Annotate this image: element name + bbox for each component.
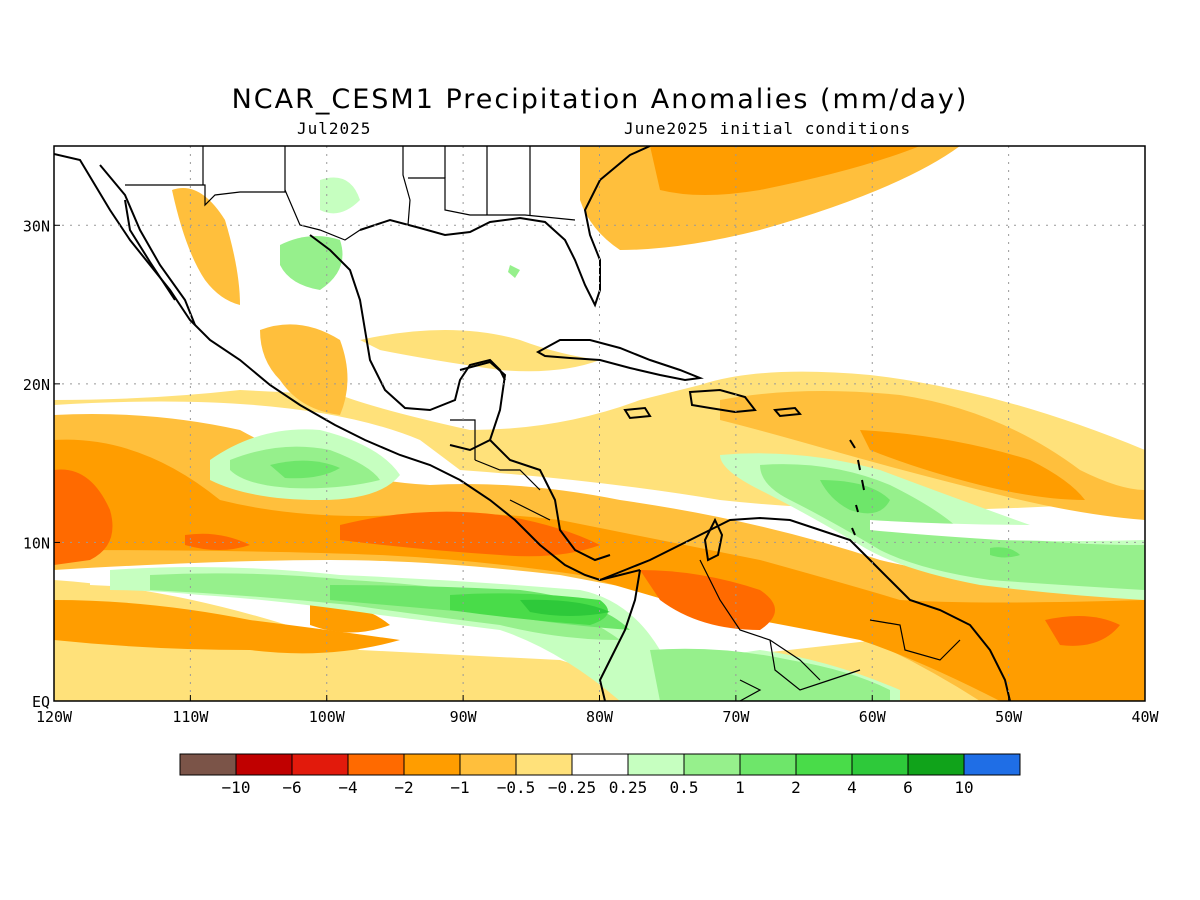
lon-tick-label: 40W [1131, 708, 1159, 726]
colorbar-swatch [907, 753, 965, 776]
colorbar-label: 4 [847, 778, 857, 797]
colorbar-swatch [739, 753, 797, 776]
colorbar-label: 6 [903, 778, 913, 797]
colorbar-swatch [851, 753, 909, 776]
precipitation-anomaly-field [54, 146, 1145, 701]
lon-tick-label: 120W [36, 708, 73, 726]
lon-tick-label: 100W [309, 708, 346, 726]
map-gridlines [54, 146, 1145, 701]
lon-tick-label: 90W [450, 708, 478, 726]
colorbar-swatch [347, 753, 405, 776]
longitude-ticks: 120W 110W 100W 90W 80W 70W 60W 50W 40W [36, 695, 1160, 726]
colorbar-swatch [515, 753, 573, 776]
colorbar-swatch [235, 753, 293, 776]
political-borders [125, 146, 961, 701]
colorbar-swatch [963, 753, 1021, 776]
colorbar-swatch [627, 753, 685, 776]
colorbar-swatch [403, 753, 461, 776]
colorbar-swatch [795, 753, 853, 776]
colorbar-swatch [459, 753, 517, 776]
colorbar-swatch [179, 753, 237, 776]
colorbar-swatch [683, 753, 741, 776]
forecast-month: Jul2025 [297, 119, 372, 138]
colorbar-swatch [291, 753, 349, 776]
latitude-ticks: EQ 10N 20N 30N [23, 217, 60, 711]
colorbar-label: 2 [791, 778, 801, 797]
colorbar-label: −4 [338, 778, 357, 797]
colorbar-label: −0.5 [497, 778, 536, 797]
chart-title: NCAR_CESM1 Precipitation Anomalies (mm/d… [231, 84, 969, 115]
lon-tick-label: 80W [586, 708, 614, 726]
colorbar-label: 1 [735, 778, 745, 797]
colorbar-label: 0.25 [609, 778, 648, 797]
lat-tick-label: 20N [23, 376, 50, 394]
colorbar-label: −10 [222, 778, 251, 797]
colorbar-label: −0.25 [548, 778, 596, 797]
initial-conditions-label: June2025 initial conditions [624, 119, 912, 138]
lon-tick-label: 50W [995, 708, 1023, 726]
coastlines [54, 146, 1011, 701]
lon-tick-label: 60W [859, 708, 887, 726]
lat-tick-label: 10N [23, 534, 50, 552]
colorbar-legend: −10 −6 −4 −2 −1 −0.5 −0.25 0.25 0.5 1 2 4 6 10 [179, 753, 1021, 797]
colorbar-label: 10 [954, 778, 973, 797]
lat-tick-label: EQ [32, 693, 50, 711]
lon-tick-label: 70W [722, 708, 750, 726]
colorbar-label: −2 [394, 778, 413, 797]
colorbar-label: −6 [282, 778, 301, 797]
colorbar-label: 0.5 [670, 778, 699, 797]
lat-tick-label: 30N [23, 217, 50, 235]
lon-tick-label: 110W [172, 708, 209, 726]
colorbar-label: −1 [450, 778, 469, 797]
colorbar-swatch [571, 753, 629, 776]
